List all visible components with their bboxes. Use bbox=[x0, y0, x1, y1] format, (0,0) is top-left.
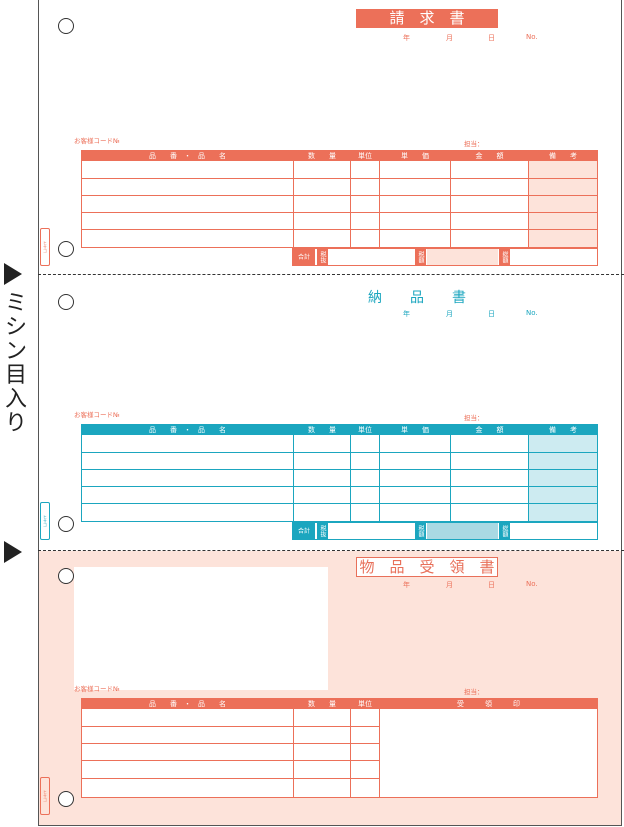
tax-field bbox=[427, 523, 498, 539]
column-divider bbox=[450, 425, 451, 521]
customer-code-label: お客様コード№ bbox=[74, 411, 120, 419]
column-divider bbox=[379, 151, 380, 247]
header-unit-price: 単 価 bbox=[401, 152, 429, 160]
table-header: 品 番 ・ 品 名 数 量 単位 受 領 印 bbox=[82, 699, 597, 709]
punch-hole-icon bbox=[58, 18, 74, 34]
table-header: 品 番 ・ 品 名 数 量 単位 単 価 金 額 備 考 bbox=[82, 425, 597, 435]
number-label: No. bbox=[526, 580, 538, 588]
maker-stamp-icon: ヒサゴ bbox=[40, 502, 50, 540]
perforation-line-1 bbox=[38, 274, 624, 275]
punch-hole-icon bbox=[58, 516, 74, 532]
perforation-label: ミ シ ン 目 入 り bbox=[4, 291, 27, 436]
maker-stamp-icon: ヒサゴ bbox=[40, 777, 50, 815]
row-divider bbox=[82, 760, 379, 761]
year-label: 年 bbox=[403, 310, 410, 318]
year-label: 年 bbox=[403, 34, 410, 42]
address-window bbox=[74, 567, 328, 690]
punch-hole-icon bbox=[58, 241, 74, 257]
number-label: No. bbox=[526, 309, 538, 317]
punch-hole-icon bbox=[58, 568, 74, 584]
tax-field bbox=[427, 249, 498, 265]
delivery-title: 納 品 書 bbox=[368, 290, 466, 306]
header-item-name: 品 番 ・ 品 名 bbox=[149, 152, 226, 160]
column-divider bbox=[528, 151, 529, 247]
person-in-charge-label: 担当： bbox=[464, 414, 484, 422]
row-divider bbox=[82, 452, 597, 453]
row-divider bbox=[82, 195, 597, 196]
perforation-marker-icon bbox=[4, 263, 22, 285]
receipt-table: 品 番 ・ 品 名 数 量 単位 受 領 印 bbox=[81, 698, 598, 798]
column-divider bbox=[379, 699, 380, 797]
tax-excluded-label: 税抜 bbox=[317, 249, 328, 265]
number-label: No. bbox=[526, 33, 538, 41]
maker-stamp-icon: ヒサゴ bbox=[40, 228, 50, 266]
header-unit: 単位 bbox=[358, 152, 372, 160]
column-divider bbox=[450, 151, 451, 247]
delivery-table: 品 番 ・ 品 名 数 量 単位 単 価 金 額 備 考 bbox=[81, 424, 598, 522]
header-unit: 単位 bbox=[358, 700, 372, 708]
header-receipt-seal: 受 領 印 bbox=[457, 700, 520, 708]
row-divider bbox=[82, 229, 597, 230]
total-label: 合計 bbox=[293, 249, 315, 265]
header-quantity: 数 量 bbox=[308, 152, 336, 160]
year-label: 年 bbox=[403, 581, 410, 589]
day-label: 日 bbox=[488, 310, 495, 318]
header-amount: 金 額 bbox=[475, 152, 504, 160]
punch-hole-icon bbox=[58, 791, 74, 807]
column-divider bbox=[350, 151, 351, 247]
perforation-line-2 bbox=[38, 550, 624, 551]
month-label: 月 bbox=[446, 34, 453, 42]
remarks-column bbox=[528, 161, 597, 247]
delivery-totals-row: 合計 税抜 税額 総額 bbox=[292, 522, 598, 540]
header-quantity: 数 量 bbox=[308, 700, 336, 708]
column-divider bbox=[350, 699, 351, 797]
row-divider bbox=[82, 178, 597, 179]
row-divider bbox=[82, 503, 597, 504]
customer-code-label: お客様コード№ bbox=[74, 137, 120, 145]
column-divider bbox=[293, 699, 294, 797]
tax-included-label: 総額 bbox=[499, 249, 510, 265]
row-divider bbox=[82, 743, 379, 744]
day-label: 日 bbox=[488, 581, 495, 589]
receipt-title: 物 品 受 領 書 bbox=[356, 557, 498, 577]
perforation-marker-icon bbox=[4, 541, 22, 563]
row-divider bbox=[82, 726, 379, 727]
header-item-name: 品 番 ・ 品 名 bbox=[149, 700, 226, 708]
column-divider bbox=[293, 151, 294, 247]
person-in-charge-label: 担当： bbox=[464, 688, 484, 696]
header-remarks: 備 考 bbox=[549, 152, 577, 160]
row-divider bbox=[82, 486, 597, 487]
tax-excluded-label: 税抜 bbox=[317, 523, 328, 539]
tax-included-label: 総額 bbox=[499, 523, 510, 539]
row-divider bbox=[82, 778, 379, 779]
header-amount: 金 額 bbox=[475, 426, 504, 434]
customer-code-label: お客様コード№ bbox=[74, 685, 120, 693]
row-divider bbox=[82, 212, 597, 213]
total-label: 合計 bbox=[293, 523, 315, 539]
column-divider bbox=[293, 425, 294, 521]
tax-label: 税額 bbox=[415, 249, 426, 265]
column-divider bbox=[528, 425, 529, 521]
person-in-charge-label: 担当： bbox=[464, 140, 484, 148]
day-label: 日 bbox=[488, 34, 495, 42]
table-header: 品 番 ・ 品 名 数 量 単位 単 価 金 額 備 考 bbox=[82, 151, 597, 161]
header-remarks: 備 考 bbox=[549, 426, 577, 434]
tax-label: 税額 bbox=[415, 523, 426, 539]
punch-hole-icon bbox=[58, 294, 74, 310]
month-label: 月 bbox=[446, 310, 453, 318]
month-label: 月 bbox=[446, 581, 453, 589]
header-quantity: 数 量 bbox=[308, 426, 336, 434]
header-item-name: 品 番 ・ 品 名 bbox=[149, 426, 226, 434]
invoice-totals-row: 合計 税抜 税額 総額 bbox=[292, 248, 598, 266]
column-divider bbox=[379, 425, 380, 521]
header-unit-price: 単 価 bbox=[401, 426, 429, 434]
column-divider bbox=[350, 425, 351, 521]
row-divider bbox=[82, 469, 597, 470]
invoice-table: 品 番 ・ 品 名 数 量 単位 単 価 金 額 備 考 bbox=[81, 150, 598, 248]
invoice-title: 請 求 書 bbox=[356, 9, 498, 28]
remarks-column bbox=[528, 435, 597, 521]
header-unit: 単位 bbox=[358, 426, 372, 434]
